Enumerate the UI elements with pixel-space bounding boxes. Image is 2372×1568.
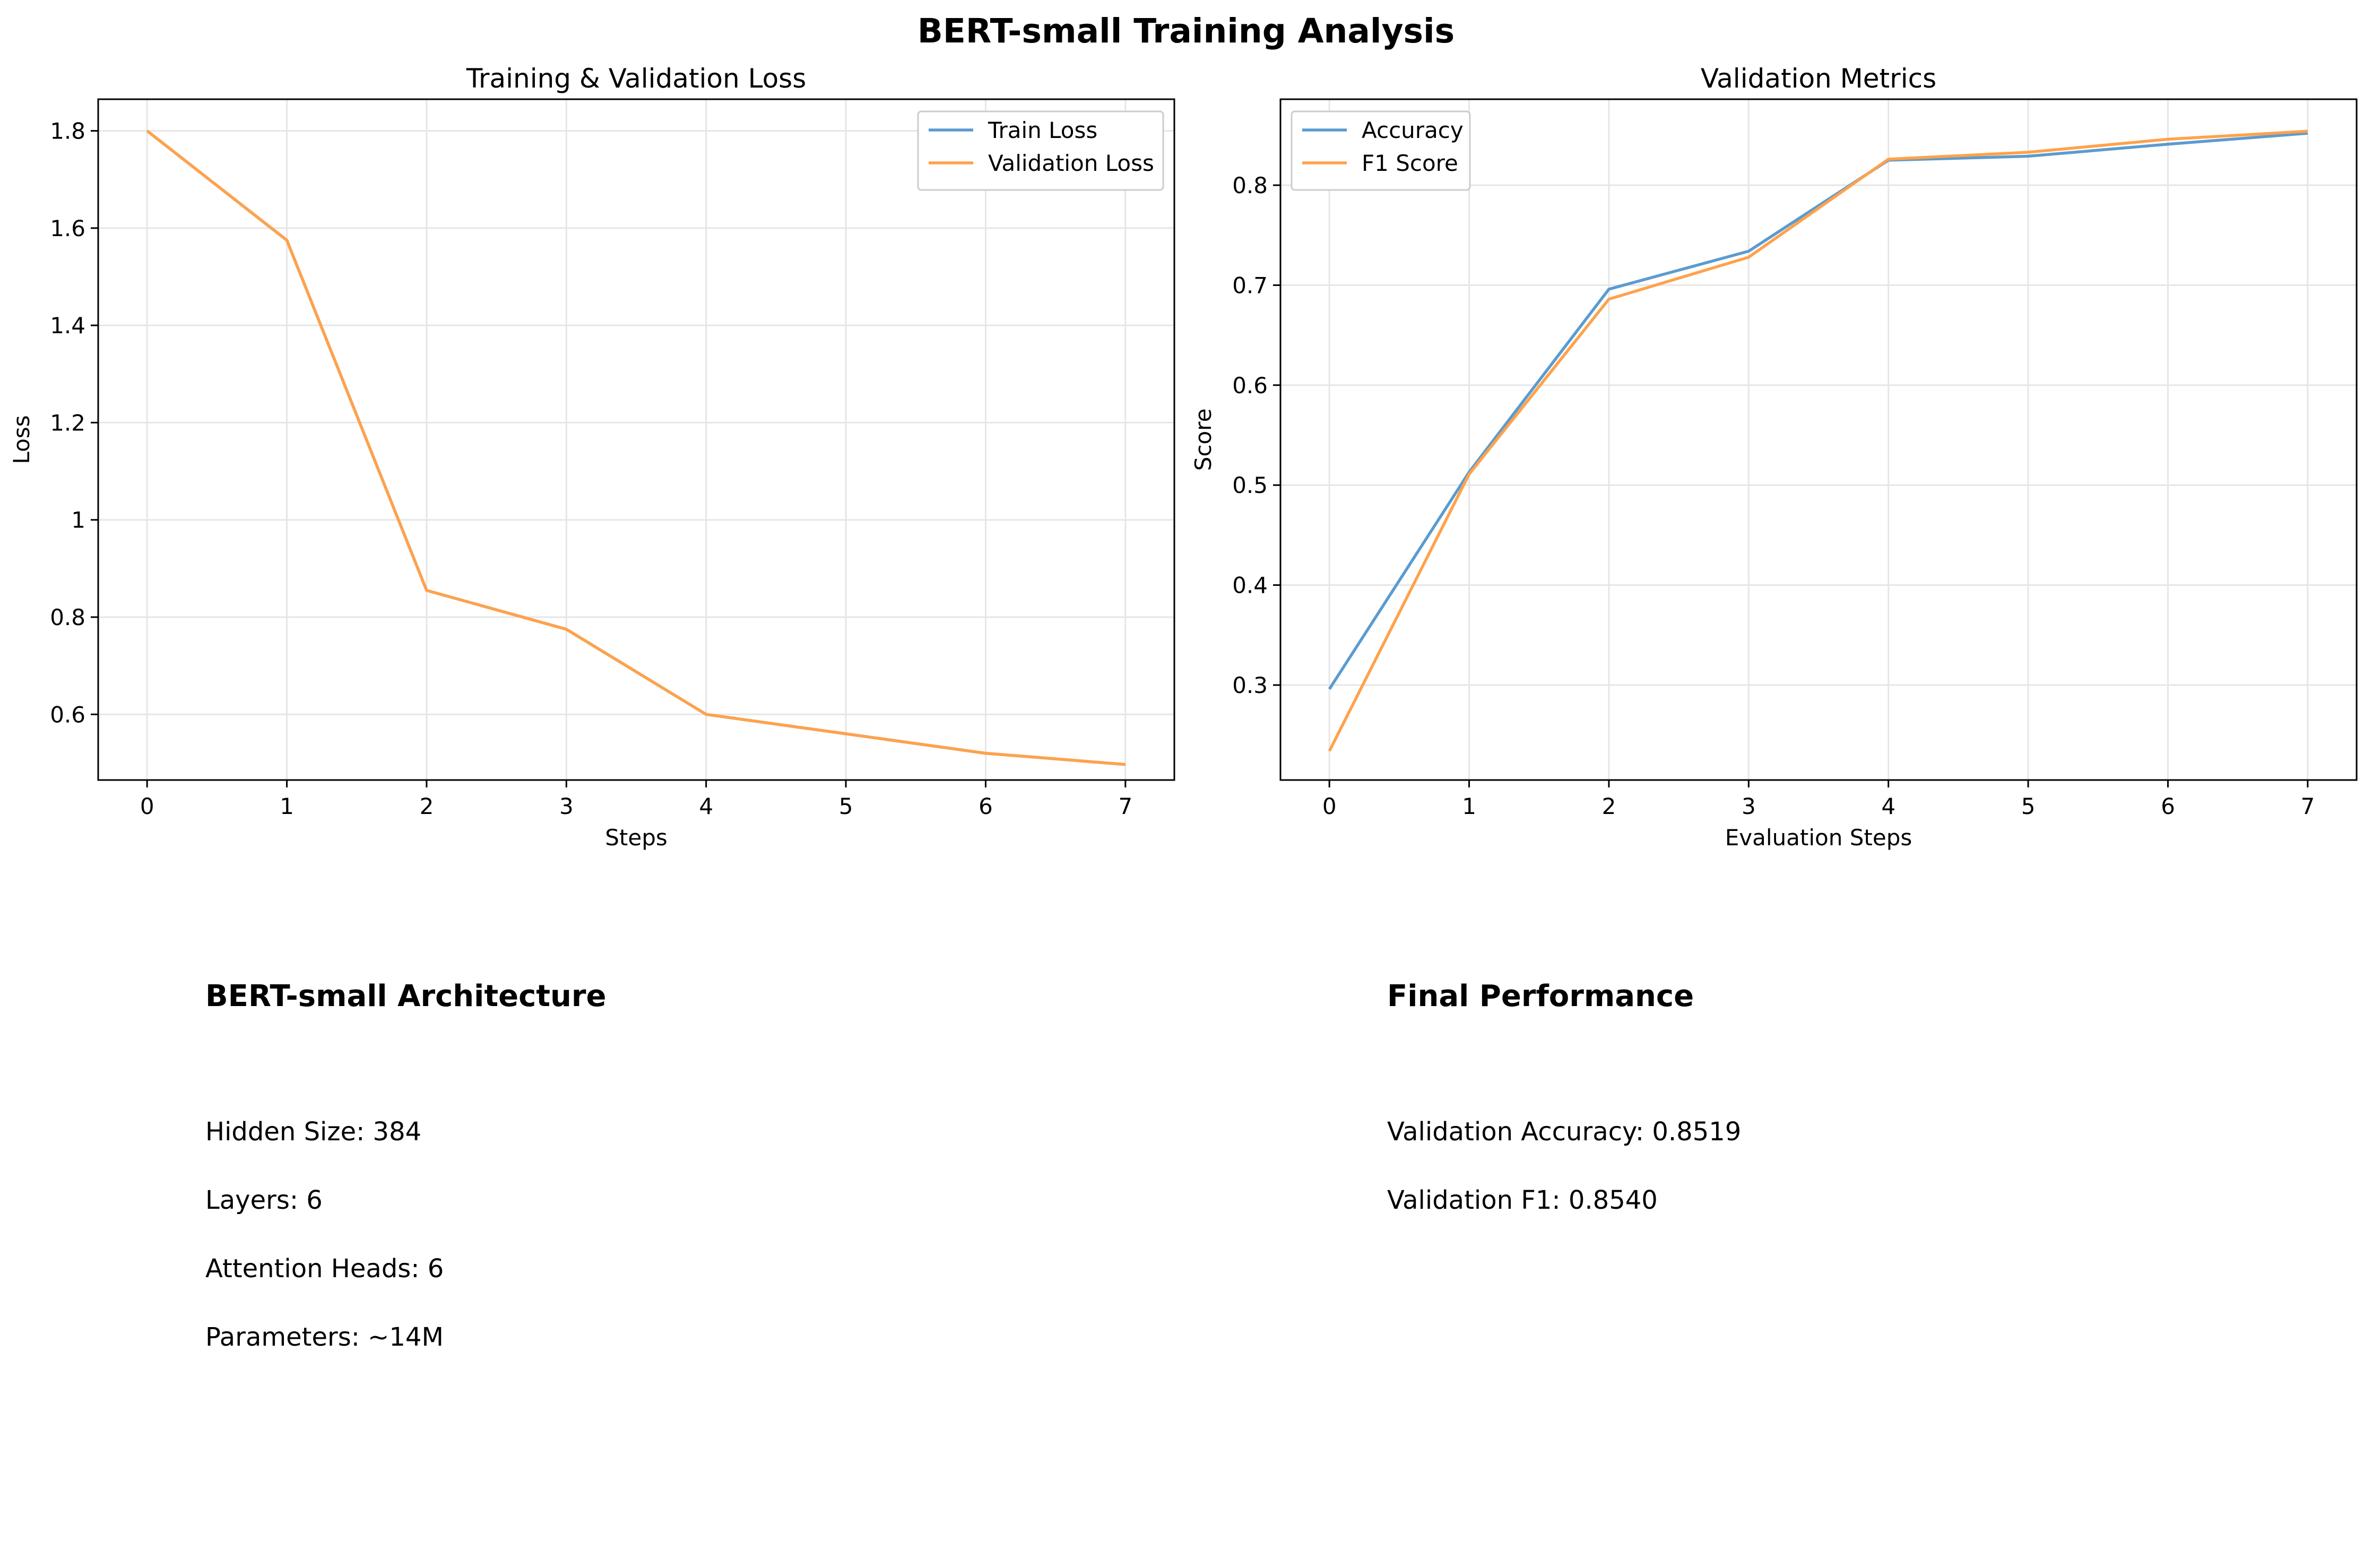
x-tick-label: 0 (140, 793, 154, 819)
x-axis-label: Evaluation Steps (1725, 825, 1912, 851)
y-tick-label: 0.4 (1232, 573, 1268, 599)
x-tick-label: 3 (1742, 793, 1756, 819)
performance-panel: Final Performance Validation Accuracy: 0… (1387, 979, 1741, 1215)
architecture-parameters: Parameters: ~14M (205, 1322, 444, 1352)
series-line-1 (146, 129, 1126, 766)
x-tick-label: 7 (2300, 793, 2315, 819)
y-tick-label: 0.7 (1232, 272, 1268, 298)
y-tick-label: 1.6 (50, 215, 85, 241)
series-line-0 (1328, 132, 2308, 690)
y-tick-label: 1.4 (50, 313, 85, 339)
x-tick-label: 6 (979, 793, 993, 819)
y-tick-label: 0.6 (50, 701, 85, 727)
legend-box (917, 110, 1164, 191)
y-tick-label: 1.8 (50, 118, 85, 144)
series-line-0 (146, 129, 1126, 766)
x-tick-label: 4 (1881, 793, 1895, 819)
x-tick-label: 2 (420, 793, 434, 819)
performance-accuracy: Validation Accuracy: 0.8519 (1387, 1117, 1742, 1147)
y-axis-label: Loss (8, 415, 34, 464)
legend-label-1: Validation Loss (988, 150, 1154, 176)
x-tick-label: 0 (1322, 793, 1337, 819)
chart-title: Validation Metrics (1701, 63, 1936, 94)
x-tick-label: 1 (280, 793, 294, 819)
x-tick-label: 2 (1602, 793, 1616, 819)
y-tick-label: 0.8 (50, 604, 85, 630)
chart-title: Training & Validation Loss (466, 63, 807, 94)
architecture-title: BERT-small Architecture (205, 979, 607, 1013)
y-tick-label: 1 (71, 507, 85, 533)
figure-title: BERT-small Training Analysis (917, 12, 1455, 50)
legend: Train Loss Validation Loss (917, 110, 1164, 191)
y-tick-label: 0.3 (1232, 672, 1268, 698)
architecture-layers: Layers: 6 (205, 1185, 323, 1215)
legend-label-0: Train Loss (988, 117, 1097, 143)
y-axis-label: Score (1190, 409, 1216, 471)
performance-title: Final Performance (1387, 979, 1694, 1013)
architecture-hidden-size: Hidden Size: 384 (205, 1117, 422, 1147)
loss-chart: 0 1 2 3 4 5 6 7 0.6 0.8 1 1.2 1.4 1.6 1.8 Training & Va… (8, 63, 1175, 851)
x-tick-label: 7 (1118, 793, 1132, 819)
x-tick-label: 4 (699, 793, 713, 819)
series-line-1 (1328, 129, 2308, 752)
y-tick-label: 0.8 (1232, 172, 1268, 198)
legend: Accuracy F1 Score (1291, 110, 1471, 191)
x-tick-label: 5 (839, 793, 853, 819)
metrics-chart: 0 1 2 3 4 5 6 7 0.3 0.4 0.5 0.6 0.7 0.8 Validation Met… (1190, 63, 2358, 851)
performance-f1: Validation F1: 0.8540 (1387, 1185, 1658, 1215)
plot-frame (1279, 98, 2358, 781)
architecture-attention-heads: Attention Heads: 6 (205, 1254, 444, 1284)
x-tick-label: 6 (2161, 793, 2175, 819)
x-axis-label: Steps (605, 825, 668, 851)
x-tick-label: 5 (2021, 793, 2036, 819)
legend-label-1: F1 Score (1362, 150, 1458, 176)
y-tick-label: 0.6 (1232, 372, 1268, 399)
architecture-panel: BERT-small Architecture Hidden Size: 384… (205, 979, 607, 1352)
x-tick-label: 3 (559, 793, 574, 819)
plot-frame (97, 98, 1175, 781)
y-tick-label: 0.5 (1232, 472, 1268, 498)
x-tick-label: 1 (1462, 793, 1476, 819)
y-tick-label: 1.2 (50, 410, 85, 436)
legend-label-0: Accuracy (1362, 117, 1464, 143)
